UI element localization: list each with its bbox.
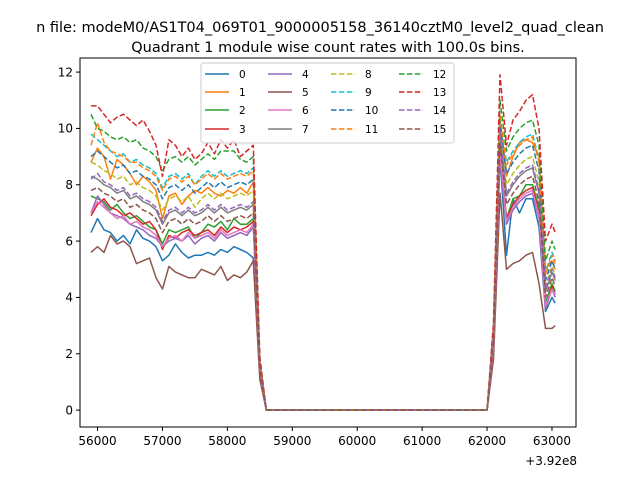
series-layer [90,74,556,411]
y-tick-label: 8 [65,178,73,192]
series-line-14 [90,130,556,411]
x-tick-label: 58000 [208,434,246,448]
series-line-6 [90,153,556,411]
series-line-11 [90,113,556,411]
legend-label: 5 [302,87,309,99]
legend-item-10: 10 [331,105,378,117]
legend-item-7: 7 [268,124,309,136]
legend-item-13: 13 [399,87,446,99]
legend-item-5: 5 [268,87,309,99]
legend-label: 13 [433,87,446,99]
legend-label: 0 [239,69,246,81]
series-line-15 [90,141,556,411]
series-line-10 [90,122,556,411]
legend-item-2: 2 [205,105,246,117]
legend-frame [200,62,455,144]
series-line-12 [90,99,556,411]
legend-label: 11 [365,124,378,136]
legend-item-6: 6 [268,105,309,117]
y-axis: 0 2 4 6 8 10 12 [58,65,80,417]
legend-item-9: 9 [331,87,372,99]
series-line-7 [90,133,556,411]
legend-label: 7 [302,124,309,136]
legend-label: 4 [302,69,309,81]
legend-item-3: 3 [205,124,246,136]
legend-item-4: 4 [268,69,309,81]
legend-item-0: 0 [205,69,246,81]
legend-label: 3 [239,124,246,136]
legend-label: 10 [365,105,378,117]
y-tick-label: 4 [65,291,73,305]
x-tick-label: 57000 [143,434,181,448]
x-tick-label: 61000 [403,434,441,448]
series-line-9 [90,116,556,411]
y-tick-label: 6 [65,234,73,248]
plot-frame [79,57,577,428]
x-axis: 56000 57000 58000 59000 60000 61000 62000 63000 [78,427,571,448]
figure-suptitle: n file: modeM0/AS1T04_069T01_9000005158_… [36,20,604,36]
legend-item-11: 11 [331,124,378,136]
x-tick-label: 60000 [338,434,376,448]
legend-label: 12 [433,69,446,81]
series-line-4 [90,155,556,411]
x-tick-label: 59000 [273,434,311,448]
legend-item-15: 15 [399,124,446,136]
legend-item-8: 8 [331,69,372,81]
chart-title: Quadrant 1 module wise count rates with … [131,40,525,56]
y-tick-label: 2 [65,347,73,361]
series-line-5 [90,192,556,411]
x-tick-label: 63000 [533,434,571,448]
series-line-8 [90,127,556,411]
legend-label: 14 [433,105,447,117]
y-tick-label: 12 [58,65,73,79]
legend-label: 15 [433,124,446,136]
legend-item-14: 14 [399,105,447,117]
x-tick-label: 56000 [78,434,116,448]
legend-label: 9 [365,87,372,99]
legend-label: 8 [365,69,372,81]
legend-label: 1 [239,87,246,99]
x-tick-label: 62000 [468,434,506,448]
y-tick-label: 0 [65,403,73,417]
series-line-3 [90,150,556,411]
x-offset-label: +3.92e8 [525,454,577,468]
y-tick-label: 10 [58,122,73,136]
legend-label: 6 [302,105,309,117]
legend-label: 2 [239,105,246,117]
legend-item-1: 1 [205,87,246,99]
legend-item-12: 12 [399,69,446,81]
